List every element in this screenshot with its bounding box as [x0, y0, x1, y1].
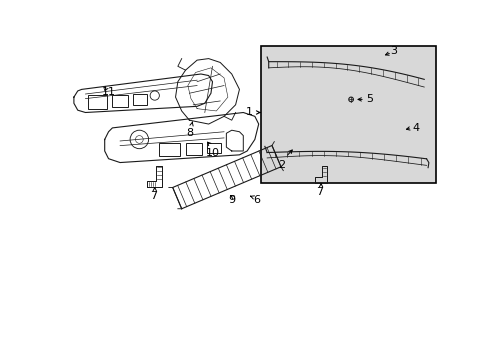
Bar: [185, 143, 202, 155]
Text: 7: 7: [149, 191, 157, 201]
Bar: [112, 95, 127, 107]
Bar: [87, 95, 107, 109]
Text: 3: 3: [389, 46, 396, 56]
Text: 6: 6: [253, 194, 260, 204]
Text: 5: 5: [366, 94, 373, 104]
Bar: [261, 46, 435, 183]
Text: 11: 11: [102, 87, 115, 97]
Bar: [133, 94, 147, 105]
Text: 10: 10: [205, 148, 219, 158]
Text: 4: 4: [412, 123, 419, 133]
Bar: [158, 143, 180, 156]
Text: 1: 1: [246, 108, 253, 117]
Text: 7: 7: [315, 187, 323, 197]
Bar: [207, 143, 221, 153]
Text: 2: 2: [278, 160, 285, 170]
Text: 8: 8: [185, 128, 193, 138]
Text: 9: 9: [228, 194, 235, 204]
